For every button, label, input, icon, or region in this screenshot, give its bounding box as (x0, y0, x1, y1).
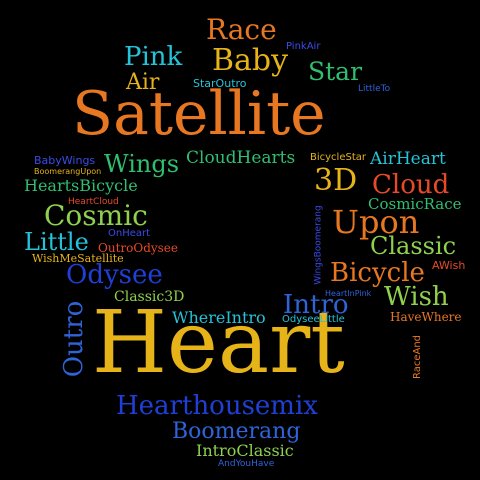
word-air: Air (126, 70, 160, 95)
word-wingsboomerang: WingsBoomerang (313, 205, 324, 285)
word-3d: 3D (314, 163, 358, 198)
word-hearthousemix: Hearthousemix (116, 391, 318, 421)
word-wings: Wings (104, 150, 180, 178)
word-classic: Classic (370, 232, 457, 260)
word-wishmesatellite: WishMeSatellite (32, 252, 124, 265)
word-introclassic: IntroClassic (196, 441, 294, 460)
word-baby: Baby (212, 43, 289, 78)
word-andyouhave: AndYouHave (218, 459, 275, 469)
word-pink: Pink (124, 42, 183, 72)
word-bicyclestar: BicycleStar (310, 152, 366, 163)
word-wish: Wish (384, 282, 449, 312)
word-race: Race (206, 13, 277, 46)
word-havewhere: HaveWhere (390, 310, 462, 324)
word-cloudhearts: CloudHearts (186, 148, 296, 168)
word-outro: Outro (59, 300, 89, 378)
word-heart: Heart (92, 293, 345, 393)
word-little: Little (24, 228, 89, 256)
word-heartsbicycle: HeartsBicycle (24, 176, 138, 195)
word-pinkair: PinkAir (286, 41, 321, 52)
word-upon: Upon (332, 203, 420, 241)
word-staroutro: StarOutro (193, 77, 247, 90)
word-babywings: BabyWings (34, 154, 96, 167)
word-heartinpink: HeartInPink (325, 289, 372, 298)
word-cosmicrace: CosmicRace (368, 195, 462, 213)
word-star: Star (308, 57, 363, 86)
word-outroodysee: OutroOdysee (98, 241, 179, 255)
word-raceand: RaceAnd (412, 334, 423, 380)
word-intro: Intro (283, 290, 349, 320)
word-odyseelittle: OdyseeLittle (282, 314, 345, 325)
word-heartcloud: HeartCloud (68, 197, 119, 207)
word-whereintro: WhereIntro (172, 308, 266, 327)
word-onheart: OnHeart (108, 228, 151, 239)
word-satellite: Satellite (72, 79, 326, 149)
word-odysee: Odysee (66, 260, 163, 290)
word-classic3d: Classic3D (114, 289, 185, 305)
word-cloud: Cloud (372, 170, 450, 200)
word-littleto: LittleTo (358, 84, 391, 94)
word-boomerangupon: BoomerangUpon (34, 167, 102, 176)
word-cosmic: Cosmic (44, 199, 148, 232)
word-airheart: AirHeart (370, 149, 446, 169)
word-awish: AWish (432, 259, 466, 272)
word-bicycle: Bicycle (330, 258, 425, 288)
word-boomerang: Boomerang (172, 419, 301, 444)
